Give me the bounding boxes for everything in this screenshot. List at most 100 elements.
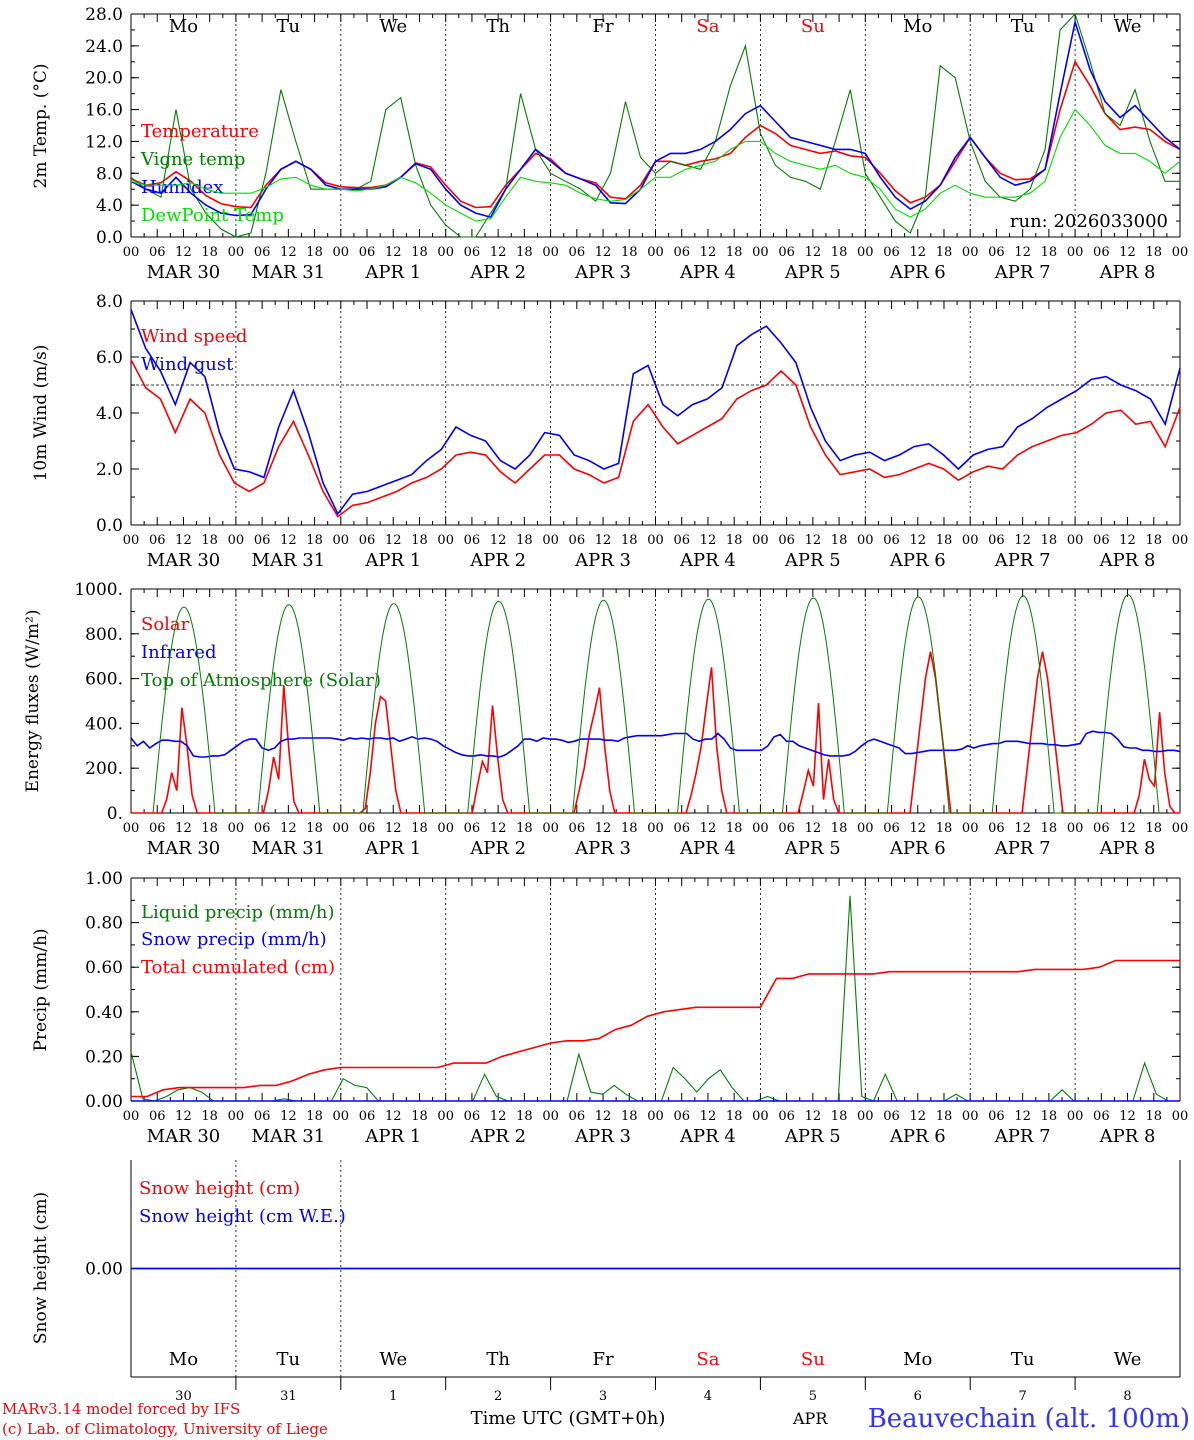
date-label: APR 2 [469,1126,526,1147]
hour-tick-label: 18 [1146,821,1163,836]
hour-tick-label: 06 [883,533,900,548]
hour-tick-label: 00 [123,245,140,260]
hour-tick-label: 18 [726,1109,743,1124]
hour-tick-label: 06 [778,245,795,260]
hour-tick-label: 18 [621,533,638,548]
hour-tick-label: 00 [1172,821,1189,836]
legend-snow-height-cm-: Snow height (cm) [139,1178,300,1199]
legend-wind-speed: Wind speed [141,326,247,347]
hour-tick-label: 06 [883,245,900,260]
y-tick-label: 24.0 [85,37,123,57]
hour-tick-label: 00 [647,533,664,548]
hour-tick-label: 18 [306,821,323,836]
y-axis-label: Precip (mm/h) [31,928,51,1051]
day-name: We [379,16,407,37]
hour-tick-label: 18 [936,533,953,548]
y-tick-label: 1000. [74,580,123,600]
date-label: APR 4 [679,838,736,859]
hour-tick-label: 12 [280,533,297,548]
bottom-date: 1 [389,1389,397,1404]
day-name: Su [801,16,825,37]
hour-tick-label: 18 [306,245,323,260]
day-name: Fr [593,16,614,37]
hour-tick-label: 12 [1119,821,1136,836]
y-tick-label: 0.40 [85,1003,123,1023]
hour-tick-label: 00 [1172,533,1189,548]
date-label: APR 2 [469,550,526,571]
y-tick-label: 600. [85,670,123,690]
hour-tick-label: 18 [831,821,848,836]
series-line [130,309,1181,516]
date-label: APR 1 [364,1126,421,1147]
bottom-date: 31 [280,1389,297,1404]
hour-tick-label: 18 [1041,821,1058,836]
hour-tick-label: 18 [936,821,953,836]
date-label: APR 3 [574,262,631,283]
panel-3: 0. 200. 400. 600. 800. 1000. Energy fluxes (W/… [23,580,1188,859]
y-axis-label: 2m Temp. (°C) [31,63,51,188]
hour-tick-label: 00 [1172,245,1189,260]
hour-tick-label: 06 [883,821,900,836]
hour-tick-label: 00 [752,1109,769,1124]
hour-tick-label: 12 [385,1109,402,1124]
hour-tick-label: 06 [1093,245,1110,260]
hour-tick-label: 12 [595,1109,612,1124]
day-name-bottom: Su [801,1349,825,1370]
y-tick-label: 0.80 [85,914,123,934]
hour-tick-label: 12 [385,821,402,836]
hour-tick-label: 18 [936,1109,953,1124]
date-label: APR 4 [679,550,736,571]
bottom-date: 5 [809,1389,817,1404]
legend-temperature: Temperature [141,121,259,142]
footer-model: MARv3.14 model forced by IFS [2,1400,240,1418]
series-line [130,108,1181,222]
date-label: APR 8 [1099,550,1156,571]
hour-tick-label: 00 [1067,821,1084,836]
date-label: APR 2 [469,262,526,283]
hour-tick-label: 18 [306,533,323,548]
legend-snow-precip-mm-h-: Snow precip (mm/h) [141,929,327,950]
hour-tick-label: 18 [1041,245,1058,260]
hour-tick-label: 00 [1067,245,1084,260]
y-tick-label: 20.0 [85,69,123,89]
hour-tick-label: 00 [1067,1109,1084,1124]
hour-tick-label: 18 [1041,533,1058,548]
date-label: MAR 30 [147,550,221,571]
day-name-bottom: Mo [169,1349,198,1370]
date-label: APR 6 [889,262,946,283]
hour-tick-label: 06 [359,1109,376,1124]
legend-wind-gust: Wind gust [141,354,234,375]
panel-1: 0.0 4.0 8.0 12.0 16.0 20.0 24.0 28.0 2m Temp. (°… [31,5,1188,283]
hour-tick-label: 00 [123,533,140,548]
hour-tick-label: 06 [254,533,271,548]
panel-5: 0.00 Snow height (cm) Snow height (cm) Snow… [31,1160,1181,1378]
day-name-bottom: We [379,1349,407,1370]
legend-dewpoint-temp: DewPoint Temp [141,205,284,226]
date-label: APR 8 [1099,262,1156,283]
hour-tick-label: 06 [569,821,586,836]
y-tick-label: 28.0 [85,5,123,25]
hour-tick-label: 00 [228,245,245,260]
hour-tick-label: 06 [569,1109,586,1124]
hour-tick-label: 18 [621,245,638,260]
hour-tick-label: 00 [857,245,874,260]
y-axis-label: 10m Wind (m/s) [31,345,51,482]
hour-tick-label: 00 [333,821,350,836]
y-tick-label: 400. [85,714,123,734]
legend-total-cumulated-cm-: Total cumulated (cm) [141,957,335,978]
date-label: APR 8 [1099,1126,1156,1147]
day-name-bottom: We [1114,1349,1142,1370]
hour-tick-label: 06 [673,1109,690,1124]
date-label: APR 4 [679,1126,736,1147]
date-label: APR 5 [784,550,841,571]
series-line [130,359,1181,518]
hour-tick-label: 06 [464,1109,481,1124]
hour-tick-label: 18 [306,1109,323,1124]
day-name: Tu [277,16,301,37]
date-label: MAR 31 [252,262,326,283]
day-name-bottom: Fr [593,1349,614,1370]
hour-tick-label: 00 [437,821,454,836]
y-tick-label: 4.0 [96,196,123,216]
hour-tick-label: 00 [542,1109,559,1124]
series-line [152,594,1160,814]
